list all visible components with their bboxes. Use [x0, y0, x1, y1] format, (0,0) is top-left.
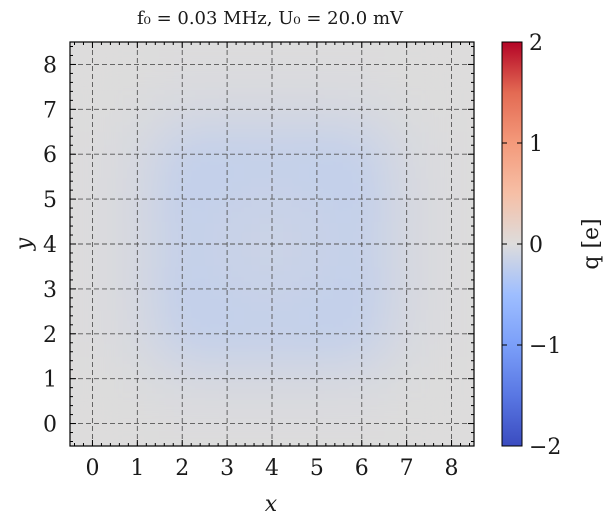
colorbar-tick-label: 2 — [529, 31, 543, 56]
heatmap-cell — [293, 176, 340, 223]
heatmap-cell — [293, 400, 340, 446]
y-tick-label: 8 — [43, 53, 57, 78]
x-tick-labels: 0 1 2 3 4 5 6 7 8 — [85, 456, 458, 481]
y-tick-label: 2 — [43, 323, 57, 348]
x-tick-label: 2 — [175, 456, 189, 481]
x-tick-label: 0 — [85, 456, 99, 481]
y-axis-label: y — [12, 237, 37, 251]
y-tick-label: 7 — [43, 98, 57, 123]
y-tick-label: 6 — [43, 143, 57, 168]
heatmap-cell — [293, 42, 340, 88]
heatmap-cell — [428, 176, 474, 223]
x-tick-label: 7 — [400, 456, 414, 481]
y-tick-label: 1 — [43, 368, 57, 393]
colorbar-tick-label: 1 — [529, 132, 543, 157]
x-tick-label: 4 — [265, 456, 279, 481]
heatmap-cell — [70, 176, 116, 223]
colorbar-tick-label: −1 — [529, 334, 561, 359]
axis-ticks — [70, 42, 474, 446]
heatmap-cell — [204, 400, 251, 446]
x-tick-label: 1 — [130, 456, 144, 481]
chart-title: f₀ = 0.03 MHz, U₀ = 20.0 mV — [137, 8, 404, 29]
heatmap-cell — [70, 265, 116, 312]
colorbar-label: q [e] — [579, 218, 604, 269]
heatmap-cell — [204, 176, 251, 223]
heatmap-cell — [204, 265, 251, 312]
grid-lines — [70, 42, 474, 446]
heatmap-cell — [428, 400, 474, 446]
y-tick-labels: 0 1 2 3 4 5 6 7 8 — [43, 53, 57, 437]
heatmap-cell — [70, 400, 116, 446]
heatmap-cell — [293, 265, 340, 312]
x-tick-label: 8 — [445, 456, 459, 481]
heatmap-cell — [204, 42, 251, 88]
heatmap-cell — [428, 265, 474, 312]
x-axis-label: x — [265, 492, 278, 517]
heatmap-cell — [70, 42, 116, 88]
heatmap-cell — [428, 42, 474, 88]
y-tick-label: 4 — [43, 233, 57, 258]
x-tick-label: 6 — [355, 456, 369, 481]
colorbar-tick-label: −2 — [529, 435, 561, 460]
colorbar-ticks: −2 −1 0 1 2 — [502, 31, 561, 460]
y-tick-label: 3 — [43, 278, 57, 303]
x-tick-label: 5 — [310, 456, 324, 481]
y-tick-label: 5 — [43, 188, 57, 213]
y-tick-label: 0 — [43, 413, 57, 438]
colorbar-tick-label: 0 — [529, 233, 543, 258]
x-tick-label: 3 — [220, 456, 234, 481]
